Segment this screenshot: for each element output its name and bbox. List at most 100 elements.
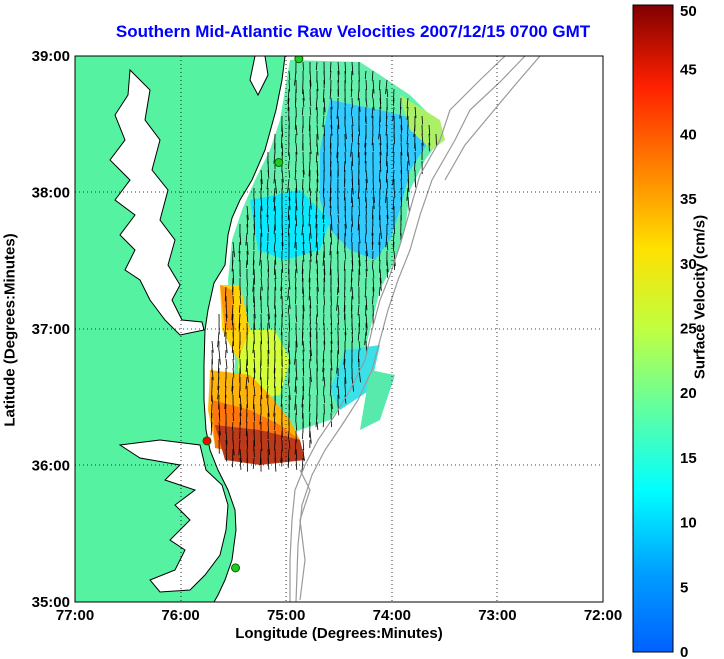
- velocity-arrow: [253, 367, 256, 379]
- velocity-arrow: [378, 286, 381, 296]
- velocity-arrow: [239, 304, 241, 313]
- velocity-arrow: [406, 106, 409, 120]
- velocity-arrow: [372, 178, 374, 190]
- velocity-arrow: [371, 106, 374, 119]
- velocity-arrow: [372, 97, 375, 111]
- velocity-arrow: [330, 97, 333, 110]
- velocity-arrow: [330, 403, 333, 413]
- velocity-arrow: [302, 340, 305, 352]
- velocity-arrow: [309, 241, 312, 257]
- velocity-arrow: [302, 241, 305, 255]
- velocity-arrow: [330, 124, 333, 136]
- velocity-arrow: [350, 187, 353, 204]
- velocity-arrow: [379, 223, 382, 239]
- velocity-arrow: [266, 241, 269, 252]
- velocity-arrow: [302, 448, 305, 462]
- velocity-arrow: [302, 196, 304, 206]
- velocity-arrow: [211, 340, 214, 353]
- velocity-arrow: [316, 124, 319, 140]
- velocity-arrow: [372, 268, 375, 279]
- velocity-arrow: [260, 277, 263, 291]
- velocity-arrow: [217, 331, 220, 348]
- velocity-arrow: [274, 205, 277, 216]
- velocity-arrow: [253, 268, 256, 285]
- velocity-arrow: [267, 313, 270, 329]
- velocity-arrow: [253, 304, 256, 319]
- velocity-arrow: [323, 295, 326, 305]
- velocity-arrow: [246, 205, 249, 220]
- velocity-arrow: [266, 376, 269, 386]
- plot-title: Southern Mid-Atlantic Raw Velocities 200…: [115, 22, 591, 41]
- velocity-arrow: [365, 169, 368, 183]
- velocity-arrow: [288, 295, 291, 310]
- velocity-arrow: [309, 142, 312, 155]
- velocity-arrow: [288, 385, 291, 401]
- velocity-arrow: [343, 160, 346, 172]
- velocity-arrow: [302, 160, 305, 175]
- velocity-arrow: [351, 322, 353, 334]
- velocity-arrow: [260, 178, 262, 190]
- x-tick-label: 74:00: [373, 607, 411, 624]
- velocity-arrow: [365, 97, 368, 107]
- velocity-arrow: [266, 196, 269, 206]
- velocity-arrow: [302, 376, 305, 392]
- velocity-arrow: [372, 277, 375, 292]
- velocity-arrow: [414, 178, 417, 188]
- velocity-arrow: [239, 295, 242, 304]
- velocity-arrow: [337, 115, 340, 130]
- velocity-arrow: [386, 205, 389, 220]
- velocity-arrow: [232, 403, 235, 414]
- velocity-arrow: [365, 79, 367, 90]
- radar-station-marker: [202, 436, 212, 446]
- velocity-arrow: [266, 178, 269, 190]
- velocity-arrow: [239, 232, 242, 245]
- colorbar-tick-label: 50: [680, 3, 697, 20]
- velocity-arrow: [315, 412, 318, 428]
- velocity-arrow: [295, 448, 298, 459]
- colorbar-tick-label: 30: [680, 256, 697, 273]
- velocity-arrow: [407, 178, 410, 193]
- velocity-arrow: [386, 151, 388, 167]
- velocity-arrow: [225, 376, 227, 388]
- velocity-arrow: [393, 223, 396, 234]
- velocity-arrow: [371, 259, 374, 270]
- velocity-arrow: [231, 421, 234, 431]
- velocity-arrow: [266, 205, 269, 217]
- velocity-arrow: [309, 340, 312, 357]
- velocity-arrow: [301, 331, 304, 346]
- velocity-arrow: [260, 358, 262, 369]
- y-tick-label: 38:00: [32, 185, 70, 202]
- velocity-arrow: [357, 214, 360, 231]
- y-tick-label: 37:00: [32, 321, 70, 338]
- velocity-arrow: [400, 160, 403, 174]
- velocity-arrow: [294, 277, 297, 290]
- velocity-arrow: [400, 124, 402, 134]
- velocity-arrow: [365, 196, 367, 209]
- velocity-arrow: [288, 187, 291, 201]
- velocity-arrow: [364, 331, 367, 345]
- velocity-arrow: [288, 214, 291, 228]
- velocity-arrow: [392, 196, 395, 210]
- velocity-arrow: [323, 268, 326, 282]
- velocity-arrow: [351, 178, 354, 195]
- velocity-arrow: [239, 394, 242, 410]
- radar-stations: [202, 56, 304, 573]
- velocity-arrow: [337, 304, 340, 315]
- velocity-arrow: [386, 259, 389, 273]
- velocity-arrow: [400, 97, 402, 110]
- velocity-arrow: [308, 268, 311, 283]
- velocity-arrow: [308, 214, 311, 227]
- velocity-arrow: [301, 403, 304, 419]
- velocity-arrow: [358, 340, 361, 351]
- velocity-arrow: [295, 178, 298, 193]
- velocity-arrow: [343, 259, 346, 271]
- velocity-arrow: [323, 340, 325, 350]
- y-axis-label: Latitude (Degrees:Minutes): [1, 233, 19, 427]
- velocity-arrow: [274, 304, 277, 318]
- velocity-arrow: [267, 304, 270, 320]
- velocity-arrow: [344, 367, 347, 384]
- velocity-arrow: [371, 223, 374, 236]
- velocity-arrow: [330, 394, 333, 409]
- x-tick-label: 75:00: [267, 607, 305, 624]
- velocity-arrow: [400, 115, 403, 131]
